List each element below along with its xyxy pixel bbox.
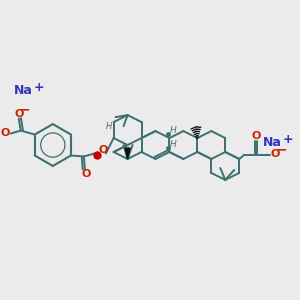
- Text: Na: Na: [263, 136, 281, 148]
- Text: +: +: [283, 133, 293, 146]
- Polygon shape: [125, 148, 130, 159]
- Text: O: O: [14, 109, 23, 118]
- Text: H: H: [170, 140, 177, 148]
- Text: −: −: [19, 103, 31, 117]
- Text: Na: Na: [14, 84, 32, 97]
- Text: −: −: [275, 142, 287, 156]
- Text: O: O: [98, 146, 107, 155]
- Text: O: O: [0, 128, 10, 138]
- Text: O: O: [251, 131, 261, 141]
- Text: +: +: [34, 81, 44, 94]
- Text: O: O: [81, 169, 91, 179]
- Text: H: H: [170, 126, 177, 135]
- Text: O: O: [270, 149, 280, 159]
- Text: H: H: [106, 122, 112, 130]
